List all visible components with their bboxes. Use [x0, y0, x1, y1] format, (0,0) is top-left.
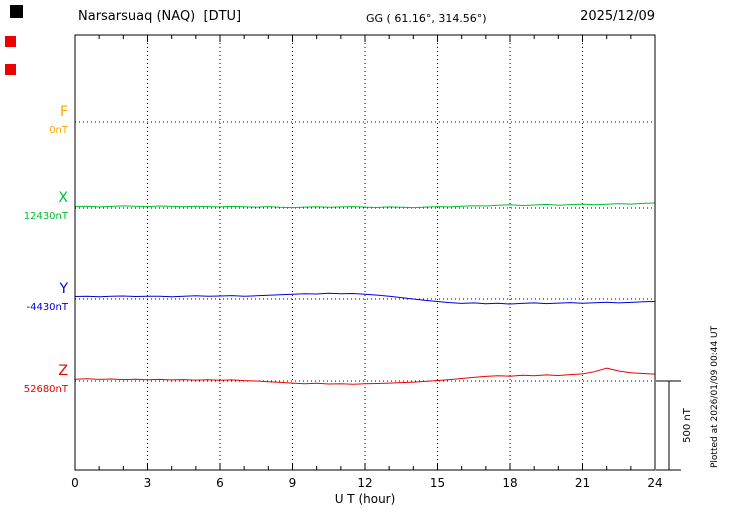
plot-frame	[74, 34, 656, 471]
x-axis-label: U T (hour)	[334, 492, 396, 506]
x-tick-label-18: 18	[502, 476, 518, 490]
x-tick-label-3: 3	[143, 476, 152, 490]
series-letter-X: X	[58, 190, 68, 206]
left-edge-marker-1	[5, 36, 16, 47]
series-letter-F: F	[59, 104, 68, 120]
trace-Y	[74, 292, 656, 305]
x-tick-label-15: 15	[429, 476, 446, 490]
series-baseline-value-F: 0nT	[49, 125, 68, 136]
series-letter-Z: Z	[58, 363, 68, 379]
trace-X	[74, 202, 656, 209]
series-baseline-value-Z: 52680nT	[23, 384, 68, 395]
top-left-marker	[10, 5, 23, 18]
scale-bar-label: 500 nT	[682, 407, 693, 443]
x-tick-label-12: 12	[357, 476, 373, 490]
x-tick-label-24: 24	[647, 476, 663, 490]
x-tick-label-9: 9	[288, 476, 297, 490]
series-baseline-value-X: 12430nT	[23, 211, 68, 222]
x-tick-label-6: 6	[216, 476, 224, 490]
plotted-at-note: Plotted at 2026/01/09 00:44 UT	[710, 325, 720, 468]
left-edge-marker-2	[5, 64, 16, 75]
geographic-coordinates: GG ( 61.16°, 314.56°)	[366, 12, 487, 25]
station-title: Narsarsuaq (NAQ) [DTU]	[78, 9, 242, 24]
series-baseline-value-Y: -4430nT	[26, 302, 68, 313]
x-tick-label-0: 0	[71, 476, 79, 490]
trace-Z	[74, 367, 656, 385]
series-letter-Y: Y	[59, 281, 68, 297]
x-tick-label-21: 21	[574, 476, 591, 490]
plot-date: 2025/12/09	[580, 9, 655, 24]
